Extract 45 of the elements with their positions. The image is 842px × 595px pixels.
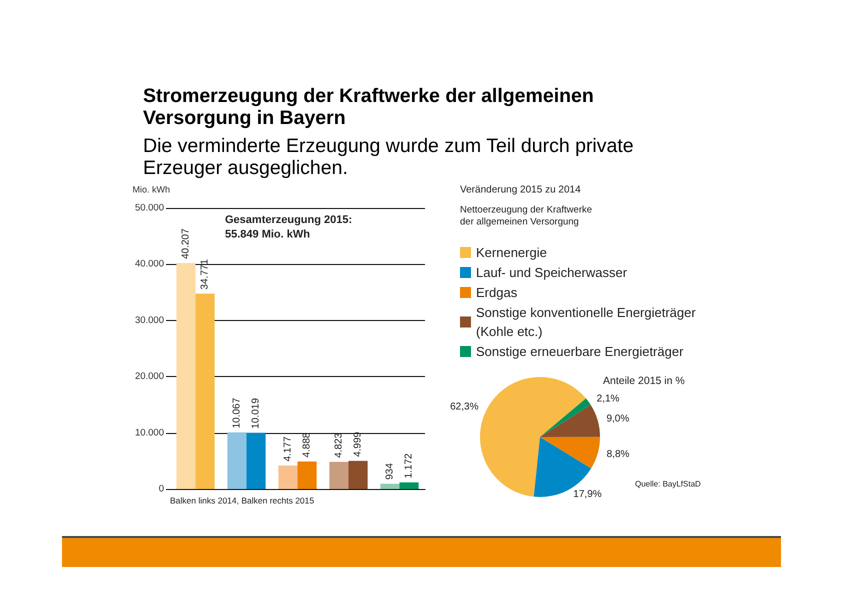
y-axis-title: Mio. kWh <box>132 184 170 194</box>
data-label: 934 <box>384 462 396 480</box>
data-label: 4.823 <box>333 432 344 458</box>
data-label: 4.999 <box>352 431 364 457</box>
data-label: 40.207 <box>180 228 192 260</box>
y-tick-label: 10.000 <box>134 427 164 438</box>
data-label: 2,1% <box>596 394 620 405</box>
legend-label: Kernenergie <box>476 245 547 260</box>
chart-subtitle: Die verminderte Erzeugung wurde zum Teil durch private Erzeuger ausgeglichen. <box>143 135 634 179</box>
data-label: 34.771 <box>200 258 211 290</box>
data-label: 62,3% <box>450 401 479 412</box>
bar <box>380 484 400 489</box>
data-label: 17,9% <box>573 488 602 500</box>
text: Anteile 2015 in % <box>603 374 685 387</box>
chart-title: Veränderung 2015 zu 2014 <box>460 184 582 196</box>
legend-label: Sonstige erneuerbare Energieträger <box>476 344 684 359</box>
legend-label: Erdgas <box>476 285 518 300</box>
bar <box>278 466 298 489</box>
bar <box>298 462 317 489</box>
y-tick-label: 0 <box>158 484 164 494</box>
bar <box>348 460 368 489</box>
legend-label: Sonstige konventionelle Energieträger (Kohle etc.) <box>476 305 696 339</box>
bar <box>400 482 419 489</box>
data-label: 10.019 <box>250 398 262 429</box>
data-label: 9,0% <box>606 414 630 425</box>
source-note: Quelle: BayLfStaD <box>635 480 702 489</box>
data-label: 1.172 <box>404 452 415 478</box>
bar <box>227 432 246 489</box>
bar <box>196 294 215 489</box>
bar <box>246 432 266 489</box>
chart-title: Stromerzeugung der Kraftwerke der allgemeinen Versorgung in Bayern <box>143 85 594 129</box>
text: Balken links 2014, Balken rechts 2015 <box>170 496 314 506</box>
data-label: 8,8% <box>606 448 630 460</box>
annotation: Gesamterzeugung 2015: 55.849 Mio. kWh <box>225 214 352 240</box>
y-tick-label: 40.000 <box>134 258 164 270</box>
data-label: 10.067 <box>231 397 242 428</box>
data-label: 4.888 <box>302 432 313 458</box>
y-tick-label: 30.000 <box>134 314 164 326</box>
y-tick-label: 20.000 <box>134 371 164 382</box>
legend-label: Lauf- und Speicherwasser <box>476 265 628 280</box>
bar <box>329 462 348 489</box>
data-label: 4.177 <box>282 436 294 462</box>
bar <box>176 263 196 489</box>
chart-subtitle: Nettoerzeugung der Kraftwerke der allgemeinen Versorgung <box>460 204 592 228</box>
y-tick-label: 50.000 <box>134 202 164 214</box>
